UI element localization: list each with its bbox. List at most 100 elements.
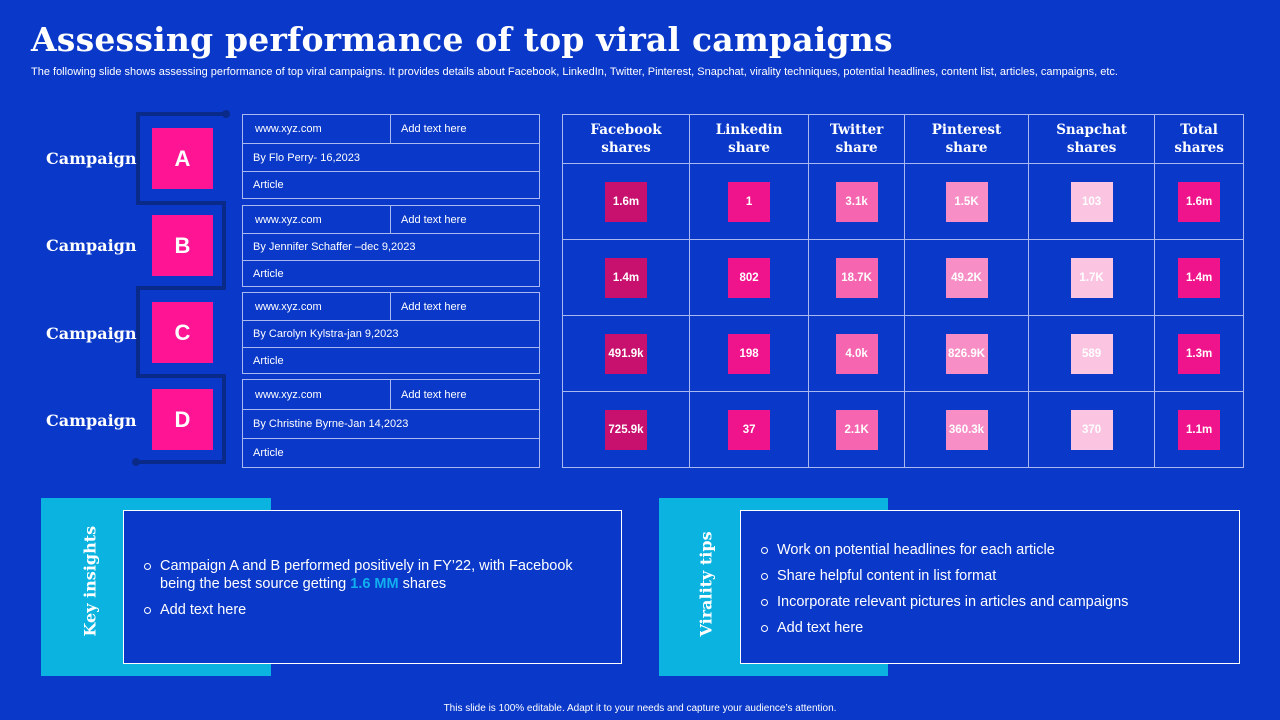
col-header-total: Total shares	[1154, 114, 1244, 164]
share-value: 360.3k	[945, 409, 988, 450]
campaign-byline: By Jennifer Schaffer –dec 9,2023	[243, 233, 539, 260]
page-subtitle: The following slide shows assessing perf…	[31, 66, 1118, 78]
share-value: 725.9k	[605, 409, 647, 450]
campaign-note: Add text here	[401, 213, 467, 226]
share-value: 1.1m	[1178, 409, 1221, 450]
table-row: 1.4m 802 18.7K 49.2K 1.7K 1.4m	[561, 239, 1244, 316]
share-value: 37	[728, 409, 771, 450]
campaign-url[interactable]: www.xyz.com	[243, 206, 391, 233]
table-cell-pinterest: 49.2K	[904, 239, 1029, 316]
campaign-type: Article	[243, 438, 539, 467]
campaign-note: Add text here	[401, 388, 467, 401]
list-item: Share helpful content in list format	[759, 567, 1229, 585]
share-value: 1	[728, 181, 771, 222]
table-cell-twitter: 18.7K	[808, 239, 906, 316]
table-cell-linkedin: 198	[689, 315, 810, 392]
share-value: 802	[728, 257, 771, 298]
list-item: Work on potential headlines for each art…	[759, 541, 1229, 559]
campaign-label: Campaign	[46, 324, 137, 343]
col-header-linkedin: Linkedin share	[689, 114, 810, 164]
share-value: 2.1K	[835, 409, 878, 450]
campaign-url[interactable]: www.xyz.com	[243, 293, 391, 320]
share-value: 589	[1070, 333, 1113, 374]
list-item: Incorporate relevant pictures in article…	[759, 593, 1229, 611]
campaign-type: Article	[243, 347, 539, 373]
col-header-facebook: Facebook shares	[561, 114, 691, 164]
footer-note: This slide is 100% editable. Adapt it to…	[443, 703, 837, 714]
share-value: 198	[728, 333, 771, 374]
insights-list: Campaign A and B performed positively in…	[142, 557, 602, 627]
table-cell-twitter: 2.1K	[808, 391, 906, 468]
campaign-url[interactable]: www.xyz.com	[243, 380, 391, 409]
campaign-details-b: www.xyz.com Add text here By Jennifer Sch…	[242, 205, 540, 287]
campaign-letter-b: B	[152, 215, 213, 276]
campaign-type: Article	[243, 260, 539, 286]
table-cell-pinterest: 1.5K	[904, 163, 1029, 240]
table-row: 491.9k 198 4.0k 826.9K 589 1.3m	[561, 315, 1244, 392]
table-cell-pinterest: 360.3k	[904, 391, 1029, 468]
campaign-label: Campaign	[46, 236, 137, 255]
share-value: 18.7K	[835, 257, 878, 298]
col-header-snapchat: Snapchat shares	[1027, 114, 1156, 164]
campaign-letter-a: A	[152, 128, 213, 189]
table-header-row: Facebook shares Linkedin share Twitter shar…	[561, 114, 1244, 164]
campaign-byline: By Carolyn Kylstra-jan 9,2023	[243, 320, 539, 347]
table-cell-snapchat: 1.7K	[1027, 239, 1156, 316]
col-header-twitter: Twitter share	[808, 114, 906, 164]
virality-label: Virality tips	[696, 531, 716, 637]
virality-box: Work on potential headlines for each art…	[740, 510, 1240, 664]
share-value: 491.9k	[605, 333, 647, 374]
table-cell-twitter: 4.0k	[808, 315, 906, 392]
campaign-connector	[132, 110, 230, 466]
table-cell-linkedin: 37	[689, 391, 810, 468]
table-cell-pinterest: 826.9K	[904, 315, 1029, 392]
share-value: 370	[1070, 409, 1113, 450]
share-value: 1.5K	[945, 181, 988, 222]
table-row: 1.6m 1 3.1k 1.5K 103 1.6m	[561, 163, 1244, 240]
virality-list: Work on potential headlines for each art…	[759, 541, 1229, 645]
share-value: 49.2K	[945, 257, 988, 298]
share-value: 1.7K	[1070, 257, 1113, 298]
campaign-letter-d: D	[152, 389, 213, 450]
table-cell-facebook: 491.9k	[561, 315, 691, 392]
insights-label: Key insights	[80, 525, 100, 637]
table-cell-total: 1.6m	[1154, 163, 1244, 240]
share-value: 1.4m	[605, 257, 647, 298]
campaign-byline: By Christine Byrne-Jan 14,2023	[243, 409, 539, 438]
share-value: 103	[1070, 181, 1113, 222]
shares-table: Facebook shares Linkedin share Twitter shar…	[561, 114, 1244, 468]
table-cell-facebook: 725.9k	[561, 391, 691, 468]
insights-box: Campaign A and B performed positively in…	[123, 510, 622, 664]
share-value: 1.3m	[1178, 333, 1221, 374]
table-row: 725.9k 37 2.1K 360.3k 370 1.1m	[561, 391, 1244, 468]
table-cell-snapchat: 370	[1027, 391, 1156, 468]
share-value: 1.6m	[605, 181, 647, 222]
campaign-details-a: www.xyz.com Add text here By Flo Perry- 1…	[242, 114, 540, 199]
campaign-url[interactable]: www.xyz.com	[243, 115, 391, 143]
share-value: 1.4m	[1178, 257, 1221, 298]
list-item: Add text here	[142, 601, 602, 619]
share-value: 4.0k	[835, 333, 878, 374]
page-title: Assessing performance of top viral campa…	[31, 20, 893, 59]
table-cell-total: 1.3m	[1154, 315, 1244, 392]
table-cell-snapchat: 589	[1027, 315, 1156, 392]
campaign-details-c: www.xyz.com Add text here By Carolyn Kyls…	[242, 292, 540, 374]
list-item: Add text here	[759, 619, 1229, 637]
share-value: 3.1k	[835, 181, 878, 222]
campaign-details-d: www.xyz.com Add text here By Christine By…	[242, 379, 540, 468]
campaign-label: Campaign	[46, 411, 137, 430]
table-cell-linkedin: 802	[689, 239, 810, 316]
campaign-note: Add text here	[401, 300, 467, 313]
campaign-letter-c: C	[152, 302, 213, 363]
table-cell-facebook: 1.4m	[561, 239, 691, 316]
share-value: 826.9K	[945, 333, 988, 374]
col-header-pinterest: Pinterest share	[904, 114, 1029, 164]
table-cell-twitter: 3.1k	[808, 163, 906, 240]
campaign-byline: By Flo Perry- 16,2023	[243, 143, 539, 171]
table-cell-total: 1.1m	[1154, 391, 1244, 468]
table-cell-snapchat: 103	[1027, 163, 1156, 240]
share-value: 1.6m	[1178, 181, 1221, 222]
table-cell-linkedin: 1	[689, 163, 810, 240]
list-item: Campaign A and B performed positively in…	[142, 557, 602, 593]
campaign-type: Article	[243, 171, 539, 198]
